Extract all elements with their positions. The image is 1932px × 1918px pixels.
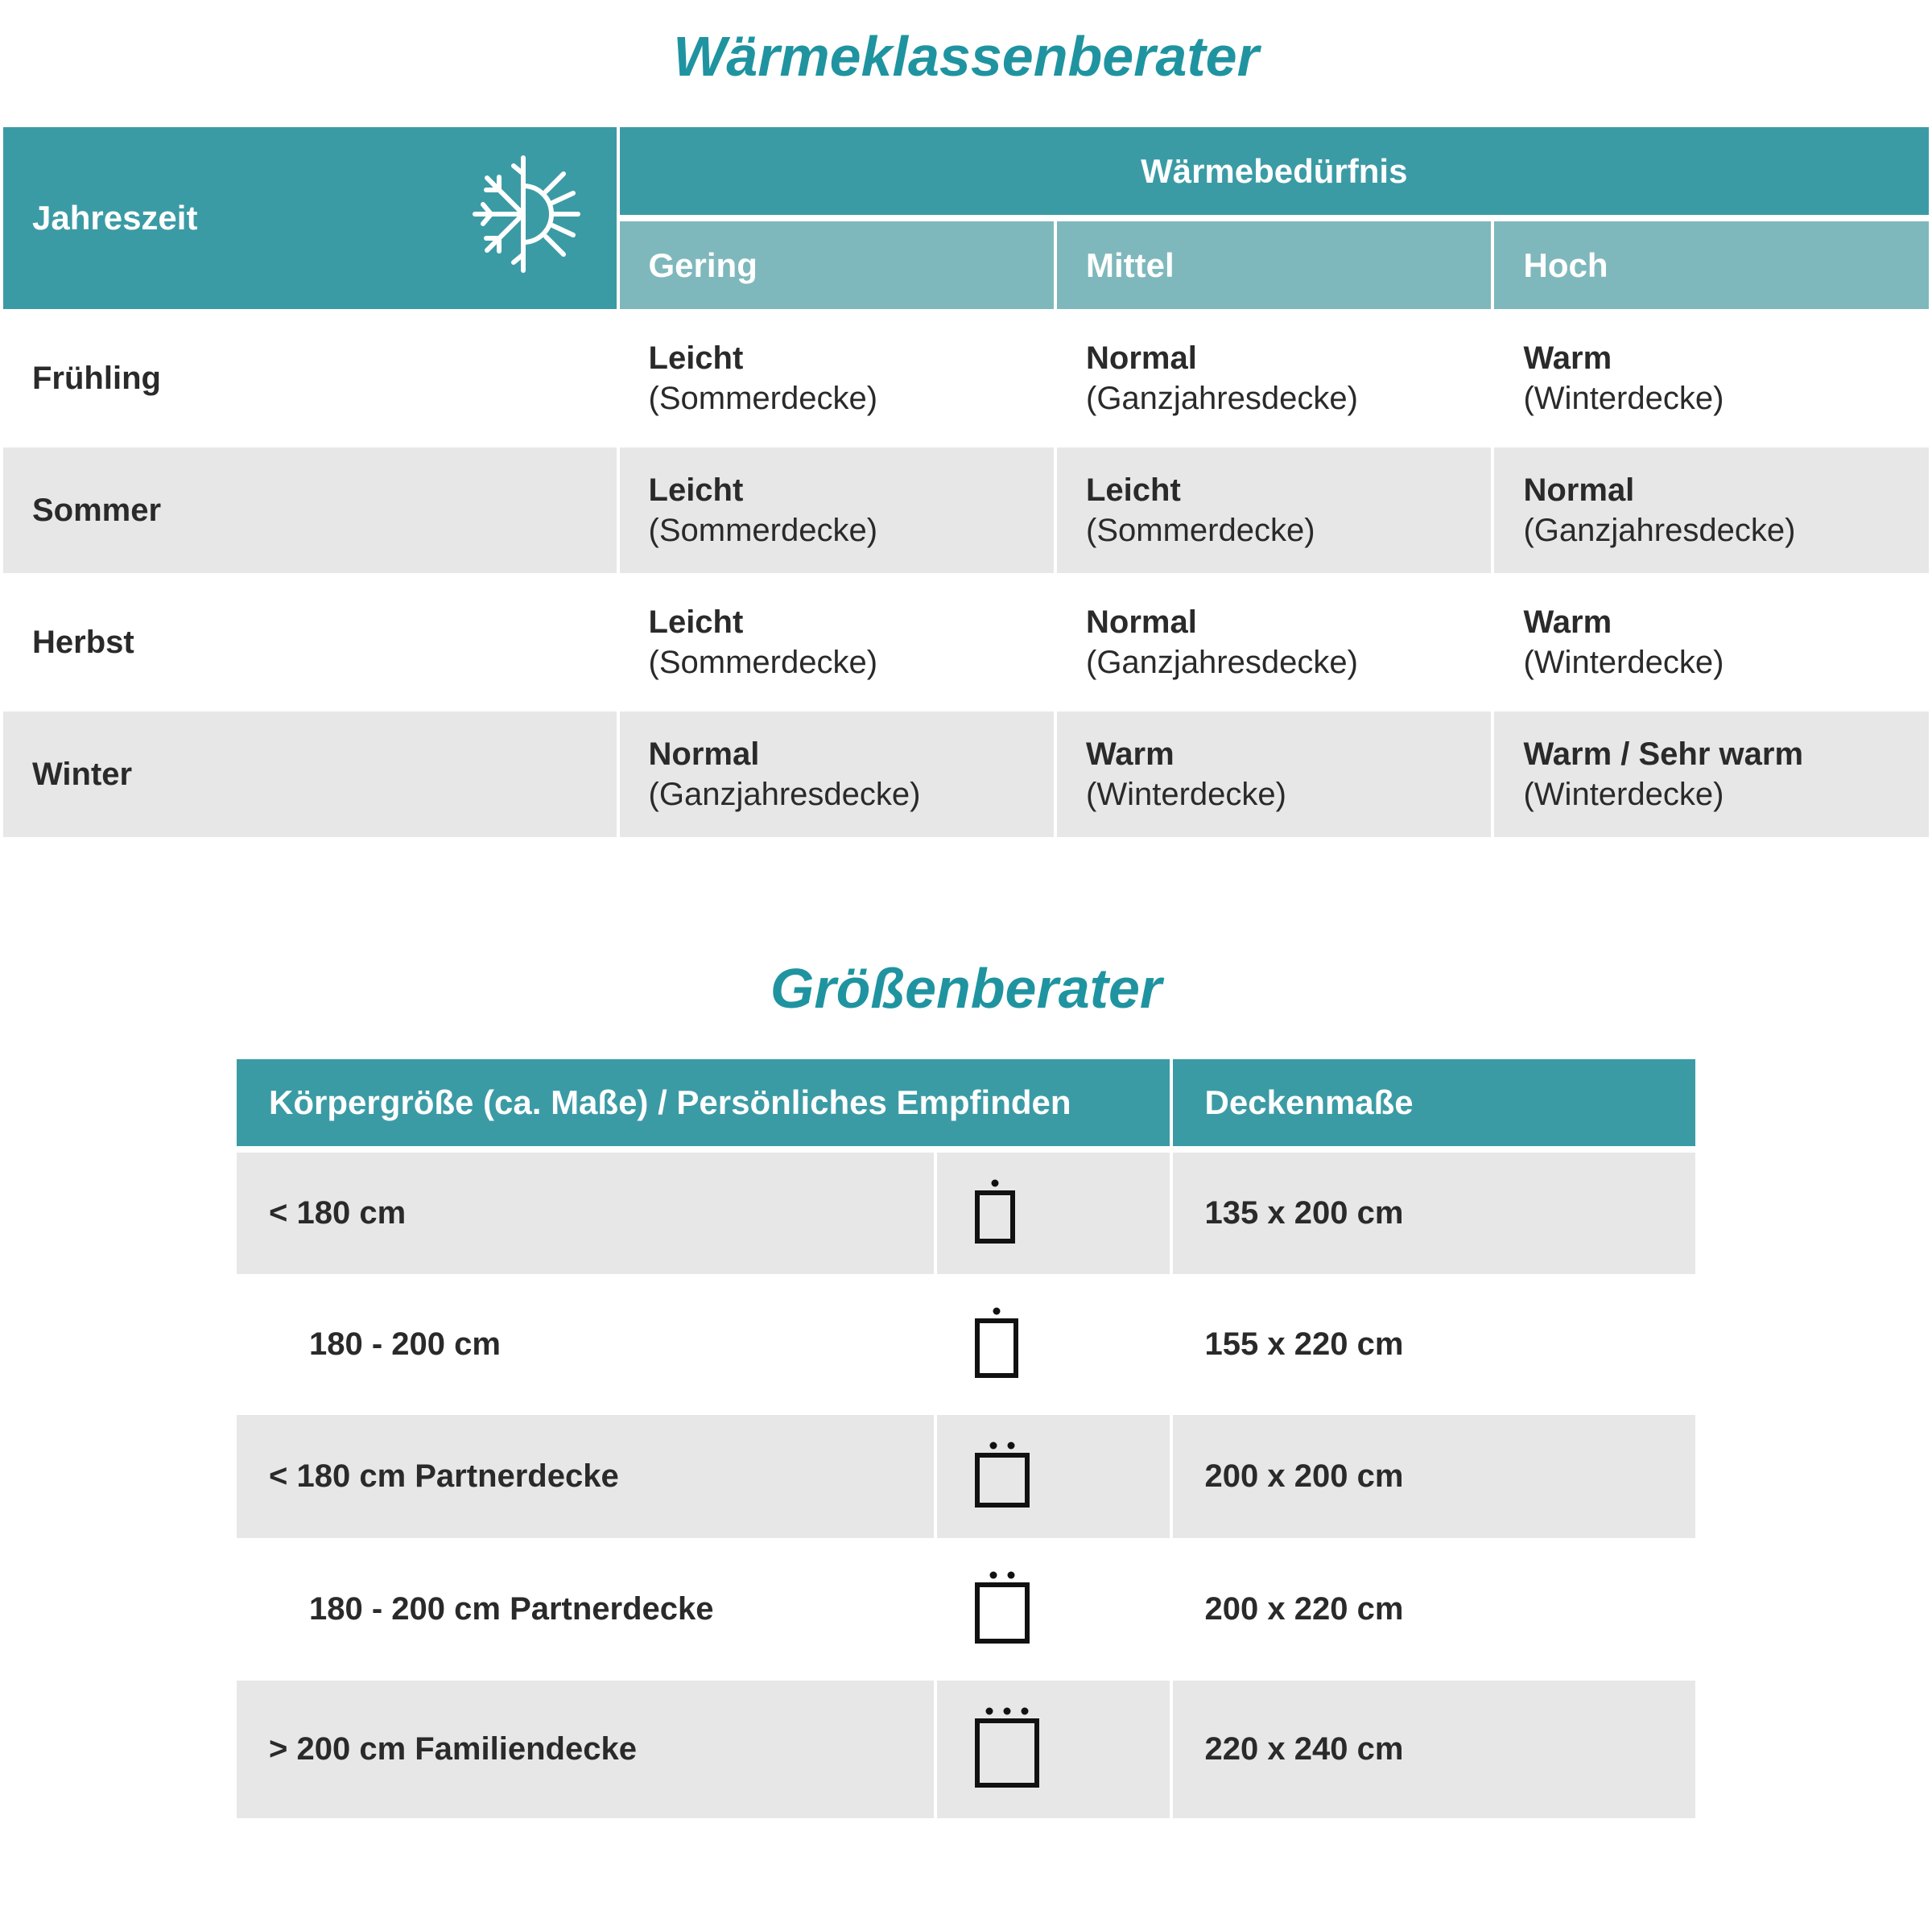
value-bold: Normal bbox=[1523, 470, 1900, 510]
value-bold: Normal bbox=[1086, 602, 1462, 642]
page-root: Wärmeklassenberater Jahreszeit bbox=[0, 0, 1932, 1873]
season-header: Jahreszeit bbox=[3, 127, 617, 309]
level-header-1: Mittel bbox=[1057, 221, 1491, 309]
value-bold: Warm bbox=[1086, 734, 1462, 774]
value-cell: Normal(Ganzjahresdecke) bbox=[1494, 448, 1929, 573]
value-sub: (Ganzjahresdecke) bbox=[1086, 378, 1462, 419]
blanket-size-cell: 155 x 220 cm bbox=[1173, 1281, 1695, 1409]
tbl2-body: < 180 cm 135 x 200 cm 180 - 200 cm 155 x 22… bbox=[237, 1153, 1695, 1818]
value-sub: (Sommerdecke) bbox=[1086, 510, 1462, 551]
value-sub: (Ganzjahresdecke) bbox=[1523, 510, 1900, 551]
value-bold: Normal bbox=[1086, 338, 1462, 378]
value-cell: Leicht(Sommerdecke) bbox=[620, 316, 1054, 441]
body-size-cell: < 180 cm Partnerdecke bbox=[237, 1415, 934, 1538]
value-sub: (Ganzjahresdecke) bbox=[1086, 642, 1462, 683]
size-table-wrap: Körpergröße (ca. Maße) / Persönliches Em… bbox=[233, 1053, 1699, 1825]
season-cell: Sommer bbox=[3, 448, 617, 573]
season-cell: Herbst bbox=[3, 580, 617, 705]
need-header: Wärmebedürfnis bbox=[620, 127, 1929, 215]
size-table: Körpergröße (ca. Maße) / Persönliches Em… bbox=[233, 1053, 1699, 1825]
body-size-cell: < 180 cm bbox=[237, 1153, 934, 1274]
body-size-cell: > 200 cm Familiendecke bbox=[237, 1681, 934, 1818]
value-sub: (Sommerdecke) bbox=[649, 378, 1025, 419]
value-bold: Leicht bbox=[1086, 470, 1462, 510]
value-cell: Normal(Ganzjahresdecke) bbox=[620, 712, 1054, 837]
table2-title: Größenberater bbox=[0, 956, 1932, 1021]
blanket-size-cell: 135 x 200 cm bbox=[1173, 1153, 1695, 1274]
season-header-label: Jahreszeit bbox=[32, 199, 197, 237]
table-row: FrühlingLeicht(Sommerdecke)Normal(Ganzja… bbox=[3, 316, 1929, 441]
season-cell: Winter bbox=[3, 712, 617, 837]
value-cell: Warm / Sehr warm(Winterdecke) bbox=[1494, 712, 1929, 837]
snowflake-sun-icon bbox=[459, 150, 588, 287]
value-bold: Warm / Sehr warm bbox=[1523, 734, 1900, 774]
value-cell: Normal(Ganzjahresdecke) bbox=[1057, 316, 1491, 441]
table-row: < 180 cm Partnerdecke 200 x 200 cm bbox=[237, 1415, 1695, 1538]
value-bold: Warm bbox=[1523, 602, 1900, 642]
tbl2-head: Körpergröße (ca. Maße) / Persönliches Em… bbox=[237, 1059, 1695, 1146]
season-cell: Frühling bbox=[3, 316, 617, 441]
tbl1-header-row1: Jahreszeit bbox=[3, 127, 1929, 215]
table-row: < 180 cm 135 x 200 cm bbox=[237, 1153, 1695, 1274]
value-sub: (Winterdecke) bbox=[1523, 378, 1900, 419]
level-header-2: Hoch bbox=[1494, 221, 1929, 309]
pillow-icon bbox=[937, 1153, 1170, 1274]
table-row: HerbstLeicht(Sommerdecke)Normal(Ganzjahr… bbox=[3, 580, 1929, 705]
value-cell: Warm(Winterdecke) bbox=[1057, 712, 1491, 837]
body-size-header: Körpergröße (ca. Maße) / Persönliches Em… bbox=[237, 1059, 1170, 1146]
pillow-icon bbox=[937, 1545, 1170, 1674]
table1-title: Wärmeklassenberater bbox=[0, 24, 1932, 89]
level-header-0: Gering bbox=[620, 221, 1054, 309]
value-bold: Warm bbox=[1523, 338, 1900, 378]
table-row: WinterNormal(Ganzjahresdecke)Warm(Winter… bbox=[3, 712, 1929, 837]
value-bold: Normal bbox=[649, 734, 1025, 774]
table-row: SommerLeicht(Sommerdecke)Leicht(Sommerde… bbox=[3, 448, 1929, 573]
value-sub: (Sommerdecke) bbox=[649, 510, 1025, 551]
value-bold: Leicht bbox=[649, 602, 1025, 642]
value-sub: (Ganzjahresdecke) bbox=[649, 774, 1025, 815]
value-bold: Leicht bbox=[649, 338, 1025, 378]
value-cell: Normal(Ganzjahresdecke) bbox=[1057, 580, 1491, 705]
tbl1-head: Jahreszeit bbox=[3, 127, 1929, 309]
blanket-size-cell: 200 x 220 cm bbox=[1173, 1545, 1695, 1674]
pillow-icon bbox=[937, 1681, 1170, 1818]
value-sub: (Sommerdecke) bbox=[649, 642, 1025, 683]
table-row: 180 - 200 cm Partnerdecke 200 x 220 cm bbox=[237, 1545, 1695, 1674]
warmth-table: Jahreszeit bbox=[0, 121, 1932, 844]
value-sub: (Winterdecke) bbox=[1086, 774, 1462, 815]
tbl1-body: FrühlingLeicht(Sommerdecke)Normal(Ganzja… bbox=[3, 316, 1929, 837]
value-sub: (Winterdecke) bbox=[1523, 774, 1900, 815]
blanket-size-cell: 200 x 200 cm bbox=[1173, 1415, 1695, 1538]
blanket-size-cell: 220 x 240 cm bbox=[1173, 1681, 1695, 1818]
pillow-icon bbox=[937, 1415, 1170, 1538]
value-cell: Leicht(Sommerdecke) bbox=[1057, 448, 1491, 573]
body-size-cell: 180 - 200 cm bbox=[237, 1281, 934, 1409]
value-bold: Leicht bbox=[649, 470, 1025, 510]
table-row: > 200 cm Familiendecke 220 x 240 cm bbox=[237, 1681, 1695, 1818]
body-size-cell: 180 - 200 cm Partnerdecke bbox=[237, 1545, 934, 1674]
table-row: 180 - 200 cm 155 x 220 cm bbox=[237, 1281, 1695, 1409]
value-cell: Warm(Winterdecke) bbox=[1494, 580, 1929, 705]
value-cell: Leicht(Sommerdecke) bbox=[620, 448, 1054, 573]
pillow-icon bbox=[937, 1281, 1170, 1409]
value-cell: Warm(Winterdecke) bbox=[1494, 316, 1929, 441]
blanket-size-header: Deckenmaße bbox=[1173, 1059, 1695, 1146]
value-cell: Leicht(Sommerdecke) bbox=[620, 580, 1054, 705]
tbl2-header-row: Körpergröße (ca. Maße) / Persönliches Em… bbox=[237, 1059, 1695, 1146]
value-sub: (Winterdecke) bbox=[1523, 642, 1900, 683]
